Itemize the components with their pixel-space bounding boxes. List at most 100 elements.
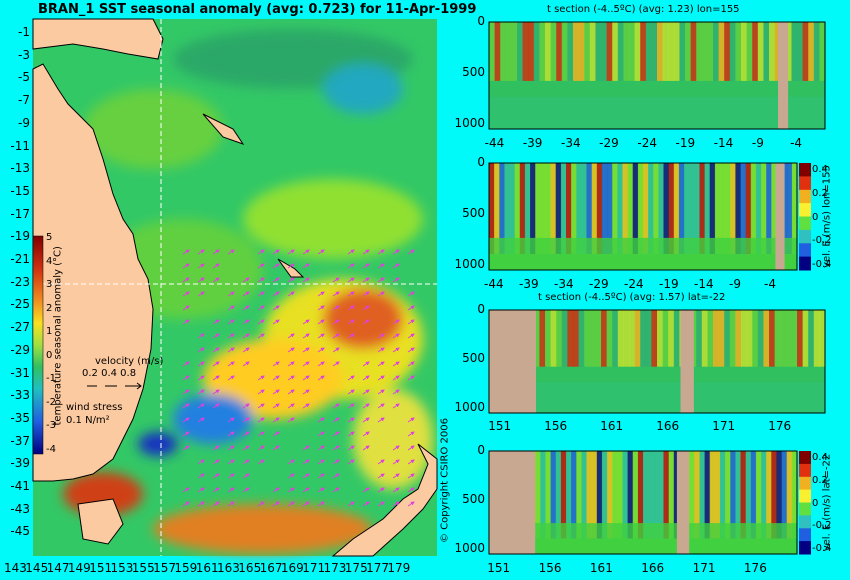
wind-stress-arrow <box>407 487 415 493</box>
section-x-tick: -14 <box>694 277 714 291</box>
wind-stress-arrow <box>392 277 400 283</box>
wind-stress-arrow <box>407 347 415 353</box>
wind-stress-arrow <box>227 333 235 339</box>
wind-stress-arrow <box>407 333 415 339</box>
wind-stress-arrow <box>257 319 265 325</box>
wind-stress-arrow <box>302 347 310 353</box>
wind-stress-arrow <box>182 249 190 255</box>
wind-stress-arrow <box>212 263 220 269</box>
section-x-tick: -4 <box>790 136 803 150</box>
wind-stress-arrow <box>407 319 415 325</box>
wind-stress-arrow <box>197 347 205 353</box>
wind-stress-arrow <box>317 333 325 339</box>
wind-stress-arrow <box>272 249 280 255</box>
map-lat-tick: -35 <box>10 410 30 425</box>
map-lat-tick: -9 <box>18 115 30 130</box>
wind-stress-arrow <box>257 333 265 339</box>
wind-stress-arrow <box>302 473 310 479</box>
map-lat-tick: -33 <box>10 388 30 403</box>
map-lon-tick: 147 <box>46 561 70 575</box>
wind-stress-arrow <box>347 389 355 395</box>
map-lon-tick: 175 <box>344 561 368 575</box>
section-y-tick: 500 <box>462 64 485 79</box>
wind-stress-arrow <box>362 487 370 493</box>
wind-stress-arrow <box>257 417 265 423</box>
wind-stress-arrow <box>242 277 250 283</box>
wind-stress-arrow <box>332 333 340 339</box>
wind-stress-arrow <box>212 277 220 283</box>
wind-stress-arrow <box>407 417 415 423</box>
wind-stress-arrow <box>287 375 295 381</box>
wind-stress-arrow <box>392 249 400 255</box>
wind-stress-arrow <box>227 459 235 465</box>
wind-stress-arrow <box>332 277 340 283</box>
wind-stress-arrow <box>272 431 280 437</box>
map-lon-tick: 149 <box>67 561 91 575</box>
section-x-tick: 151 <box>487 561 511 575</box>
map-lon-tick: 151 <box>89 561 113 575</box>
wind-stress-arrow <box>392 361 400 367</box>
wind-stress-arrow <box>332 305 340 311</box>
wind-stress-arrow <box>212 473 220 479</box>
wind-stress-arrow <box>257 501 265 507</box>
wind-stress-arrow <box>362 375 370 381</box>
wind-stress-arrow <box>197 249 205 255</box>
wind-stress-arrow <box>227 249 235 255</box>
wind-stress-arrow <box>332 319 340 325</box>
wind-stress-arrow <box>317 417 325 423</box>
map-lon-tick: 167 <box>259 561 283 575</box>
velocity-legend-label: velocity (m/s) <box>95 356 164 367</box>
wind-stress-arrow <box>272 375 280 381</box>
velocity-colorbar <box>799 163 811 271</box>
wind-stress-arrow <box>332 403 340 409</box>
wind-stress-arrow <box>347 333 355 339</box>
map-title: BRAN_1 SST seasonal anomaly (avg: 0.723)… <box>38 2 477 17</box>
wind-stress-arrow <box>197 333 205 339</box>
wind-stress-arrow <box>227 445 235 451</box>
wind-stress-arrow <box>212 459 220 465</box>
wind-stress-arrow <box>392 473 400 479</box>
wind-stress-arrow <box>212 403 220 409</box>
wind-stress-arrow <box>392 333 400 339</box>
wind-stress-arrow <box>257 403 265 409</box>
wind-stress-legend-label: wind stress <box>66 402 123 413</box>
wind-stress-arrow <box>227 361 235 367</box>
wind-stress-arrow <box>287 487 295 493</box>
wind-stress-arrow <box>272 277 280 283</box>
velocity-legend-arrows <box>87 382 142 390</box>
section-x-tick: 161 <box>600 419 624 433</box>
wind-stress-arrow <box>407 291 415 297</box>
wind-stress-arrow <box>347 277 355 283</box>
wind-stress-arrow <box>362 319 370 325</box>
section-y-tick: 0 <box>477 302 485 316</box>
wind-stress-arrow <box>182 403 190 409</box>
velocity-side-label: vel. E (m/s) lat=-22 <box>821 453 833 551</box>
wind-stress-arrow <box>317 487 325 493</box>
bathymetry-mask <box>489 451 536 554</box>
section-x-tick: -4 <box>764 277 776 291</box>
wind-stress-arrow <box>317 459 325 465</box>
wind-stress-arrow <box>197 487 205 493</box>
wind-stress-arrow <box>287 389 295 395</box>
map-colorbar-tick: -4 <box>46 443 56 455</box>
wind-stress-arrow <box>272 263 280 269</box>
sst-anomaly-map <box>32 18 438 557</box>
wind-stress-arrow <box>377 501 385 507</box>
velocity-colorbar-tick: 0.4 <box>812 452 828 463</box>
wind-stress-arrow <box>197 403 205 409</box>
map-colorbar-tick: -3 <box>46 420 56 431</box>
wind-stress-arrow <box>182 417 190 423</box>
solomon-islands-landmass <box>202 113 245 145</box>
wind-stress-arrow <box>377 277 385 283</box>
section-y-tick: 500 <box>462 351 485 366</box>
wind-stress-arrow <box>302 361 310 367</box>
wind-stress-arrow <box>302 333 310 339</box>
wind-stress-arrow <box>287 333 295 339</box>
wind-stress-arrow <box>407 305 415 311</box>
wind-stress-arrow <box>377 375 385 381</box>
wind-stress-arrow <box>227 375 235 381</box>
wind-stress-arrow <box>272 445 280 451</box>
wind-stress-arrow <box>377 249 385 255</box>
wind-stress-arrow <box>347 375 355 381</box>
wind-stress-arrow <box>182 361 190 367</box>
